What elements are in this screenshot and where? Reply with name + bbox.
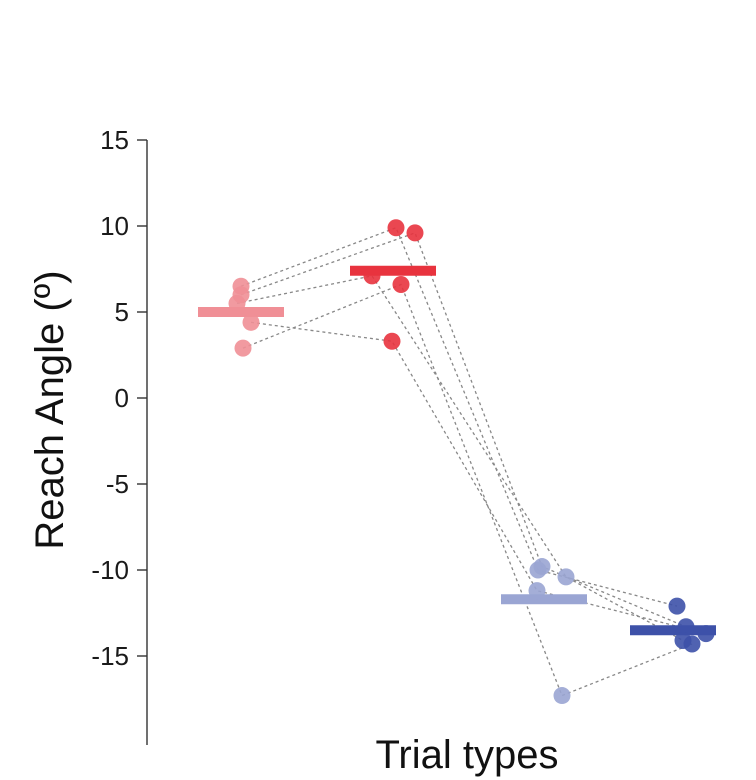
data-point bbox=[677, 618, 695, 636]
data-point bbox=[242, 313, 260, 331]
subject-connector-line bbox=[240, 232, 687, 628]
y-tick-label: 0 bbox=[115, 383, 129, 413]
subject-connector-line bbox=[240, 226, 678, 607]
data-point bbox=[383, 332, 401, 350]
data-point bbox=[234, 339, 252, 357]
y-tick-label: 10 bbox=[100, 211, 129, 241]
subject-connector-line bbox=[242, 283, 693, 697]
data-point bbox=[387, 219, 405, 237]
data-point bbox=[228, 294, 246, 312]
y-tick-label: -10 bbox=[91, 555, 129, 585]
data-point bbox=[406, 224, 424, 242]
y-tick-label: -5 bbox=[106, 469, 129, 499]
data-point bbox=[683, 635, 701, 653]
data-point bbox=[533, 558, 551, 576]
data-point bbox=[363, 267, 381, 285]
data-points bbox=[228, 219, 715, 705]
subject-connector-line bbox=[250, 321, 707, 635]
data-point bbox=[697, 625, 715, 643]
subject-connector-lines bbox=[236, 226, 707, 697]
y-axis: 15 10 5 0 -5 -10 -15 bbox=[91, 125, 148, 745]
data-point bbox=[553, 687, 571, 705]
y-tick-label: 15 bbox=[100, 125, 129, 155]
data-point bbox=[528, 582, 546, 600]
data-point bbox=[557, 568, 575, 586]
subject-connector-line bbox=[236, 275, 684, 642]
y-tick-label: 5 bbox=[115, 297, 129, 327]
y-tick-label: -15 bbox=[91, 641, 129, 671]
group-mean-bars bbox=[198, 265, 716, 636]
x-axis-label: Trial types bbox=[375, 733, 558, 777]
data-point bbox=[392, 275, 410, 293]
data-point bbox=[668, 597, 686, 615]
y-axis-label: Reach Angle (º) bbox=[28, 270, 72, 549]
